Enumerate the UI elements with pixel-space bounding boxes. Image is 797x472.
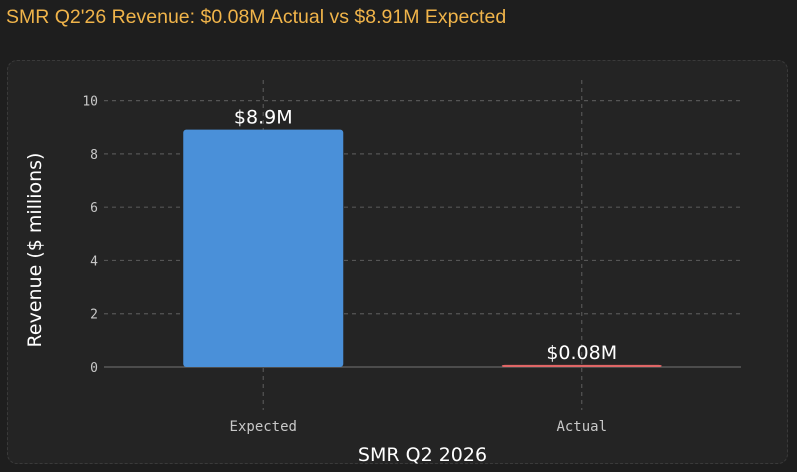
- y-tick-label: 10: [82, 95, 98, 110]
- x-tick-label: Actual: [556, 419, 607, 435]
- x-axis-label: SMR Q2 2026: [358, 444, 487, 466]
- y-tick-label: 2: [90, 308, 98, 323]
- y-tick-label: 8: [90, 148, 98, 163]
- y-tick-label: 6: [90, 201, 98, 216]
- bar-actual: [501, 364, 662, 367]
- chart-panel: [7, 60, 788, 464]
- bar-expected: [183, 129, 344, 367]
- y-axis-label: Revenue ($ millions): [24, 153, 46, 348]
- x-tick-label: Expected: [230, 419, 297, 435]
- data-label: $8.9M: [234, 107, 293, 129]
- chart-title: SMR Q2'26 Revenue: $0.08M Actual vs $8.9…: [6, 6, 507, 28]
- y-tick-label: 4: [90, 254, 98, 269]
- data-label: $0.08M: [546, 342, 617, 364]
- y-tick-label: 0: [90, 361, 98, 376]
